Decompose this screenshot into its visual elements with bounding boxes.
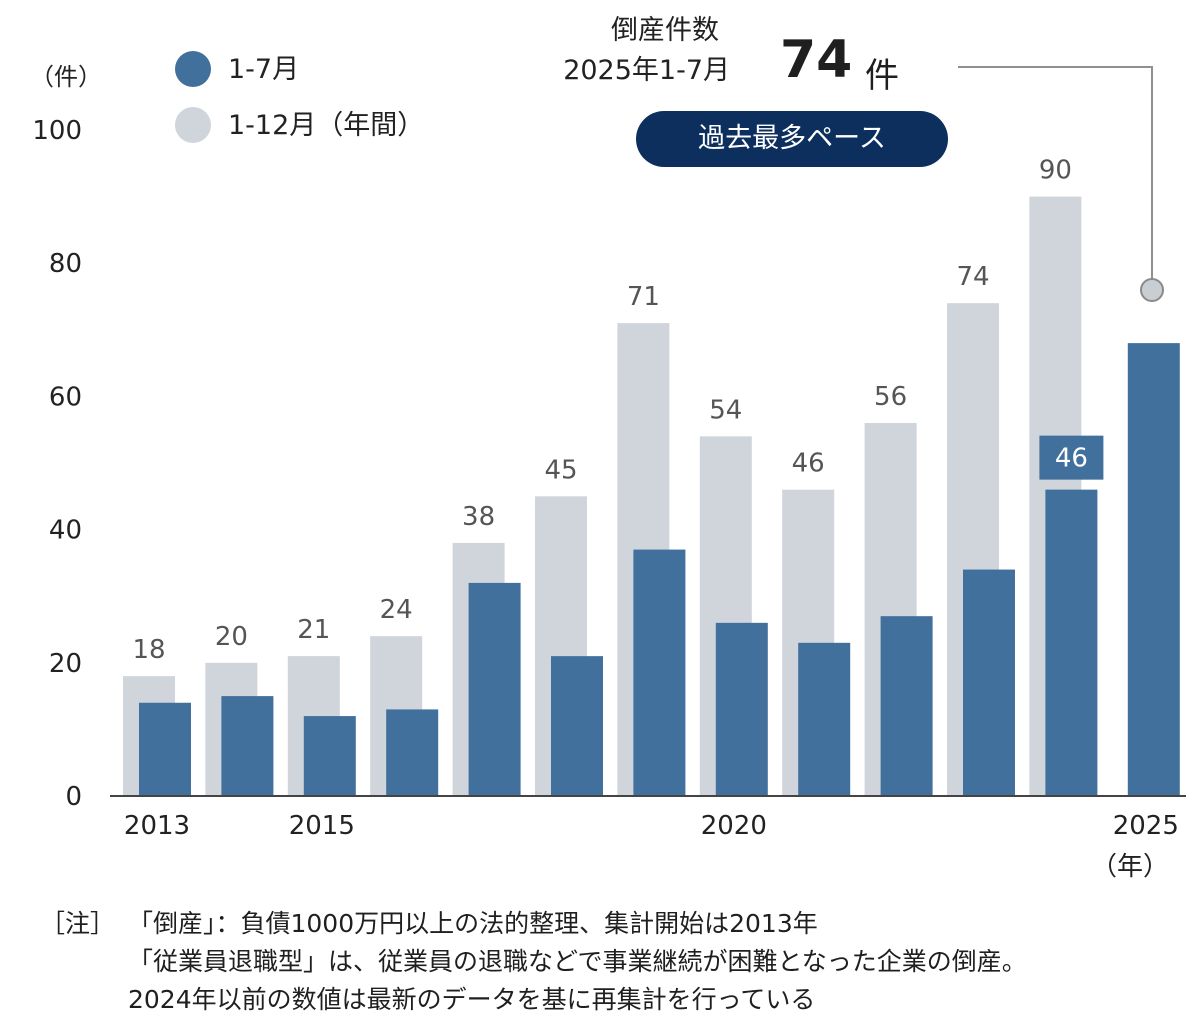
value-label-full-year: 18 [132,635,165,665]
y-tick-label: 100 [32,116,82,146]
legend: 1-7月 1-12月（年間） [175,51,424,143]
x-tick-label: 2013 [124,811,190,841]
callout-title: 倒産件数 [611,15,719,46]
x-tick-label: 2025 [1113,811,1179,841]
bar-jan-jul [468,582,521,796]
footnote-line-1: ［注］ 「倒産」：負債1000万円以上の法的整理、集計開始は2013年 [40,905,1027,943]
value-label-full-year: 56 [874,382,907,412]
bar-jan-jul [221,696,274,796]
footnote-text-1: 「倒産」：負債1000万円以上の法的整理、集計開始は2013年 [128,909,818,938]
record-pace-badge: 過去最多ペース [636,111,948,167]
bar-jan-jul [1045,489,1098,796]
value-label-bg-jan-jul [1039,435,1104,480]
callout-period: 2025年1-7月 [563,55,730,86]
footnote-tag: ［注］ [40,909,116,938]
bar-jan-jul [551,656,603,796]
legend-label-jan-jul: 1-7月 [228,54,299,85]
bar-jan-jul [303,716,356,796]
value-label-full-year: 21 [297,615,330,645]
value-label-jan-jul: 46 [1055,444,1088,474]
bar-jan-jul [386,709,439,796]
bar-jan-jul [139,702,191,796]
footnote-line-2: 「従業員退職型」は、従業員の退職などで事業継続が困難となった企業の倒産。 [128,947,1027,976]
bar-jan-jul [963,569,1015,796]
bar-jan-jul [633,549,686,796]
footnote-line-3: 2024年以前の数値は最新のデータを基に再集計を行っている [128,985,816,1014]
callout-unit: 件 [865,56,899,96]
bar-jan-jul [1127,343,1180,796]
value-label-full-year: 24 [380,595,413,625]
x-axis-unit: （年） [1091,852,1169,882]
callout-leader-dot [1140,278,1164,302]
x-tick-label: 2020 [701,811,767,841]
value-label-full-year: 46 [792,449,825,479]
bar-jan-jul [798,642,851,796]
value-label-full-year: 74 [956,262,989,292]
bar-chart: （件） 0 20 40 60 80 100 1-7月 1-12月（年間） 18 20 21 24… [30,51,1186,882]
footnote: ［注］ 「倒産」：負債1000万円以上の法的整理、集計開始は2013年 「従業員退… [40,905,1027,1019]
value-label-full-year: 90 [1039,156,1072,186]
y-tick-label: 60 [49,382,82,412]
value-label-full-year: 45 [544,455,577,485]
legend-swatch-jan-jul [175,51,211,87]
value-label-full-year: 38 [462,502,495,532]
y-tick-label: 40 [49,516,82,546]
bar-jan-jul [715,622,768,796]
value-label-full-year: 20 [215,622,248,652]
callout-value: 74 [780,30,853,90]
y-tick-label: 0 [65,782,82,812]
legend-label-full-year: 1-12月（年間） [228,110,424,141]
value-label-full-year: 54 [709,395,742,425]
legend-swatch-full-year [175,107,211,143]
callout-leader-line [958,66,1153,279]
y-tick-label: 20 [49,649,82,679]
y-axis-unit: （件） [30,63,102,91]
y-tick-label: 80 [49,249,82,279]
bar-jan-jul [880,616,933,796]
x-tick-label: 2015 [289,811,355,841]
value-label-full-year: 71 [627,282,660,312]
